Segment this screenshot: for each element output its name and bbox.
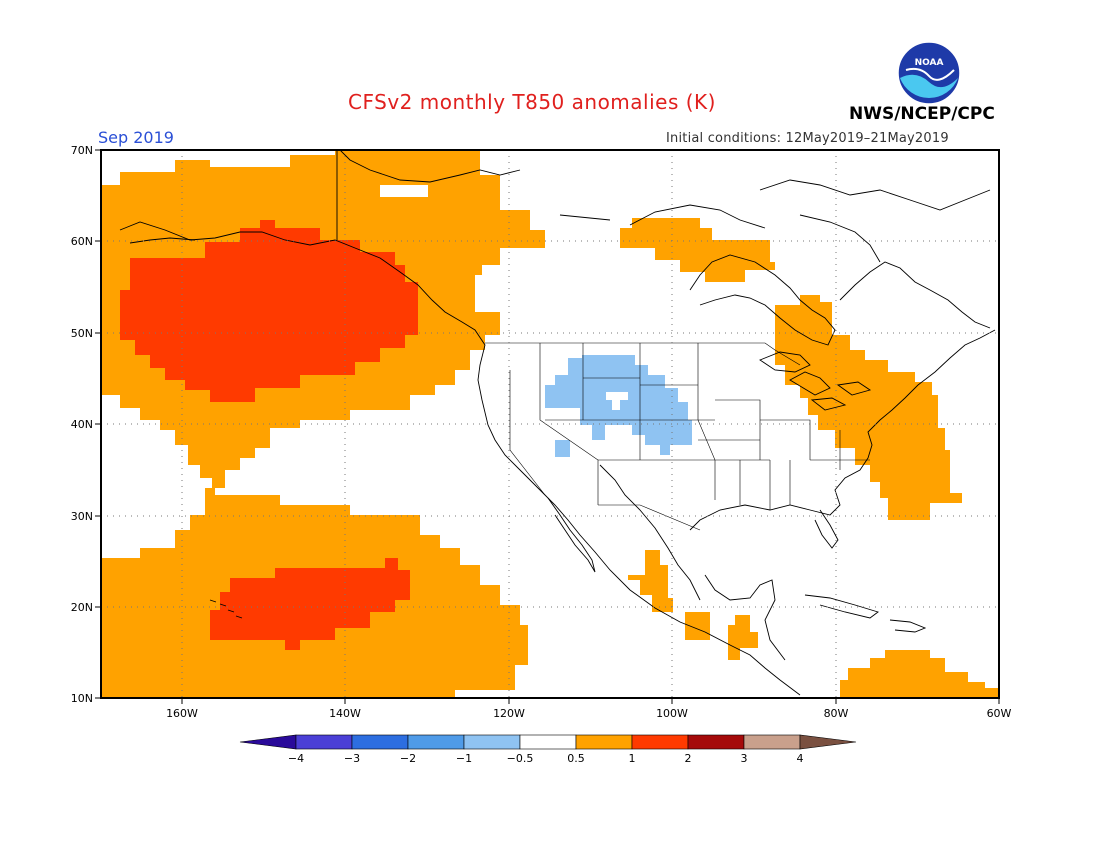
warm-region-eastern-us xyxy=(775,295,962,520)
colorbar: −4 −3 −2 −1 −0.5 0.5 1 2 3 4 xyxy=(239,734,857,765)
strong-warm-core-north-pacific xyxy=(120,220,418,402)
lat-label: 20N xyxy=(71,601,93,614)
colorbar-swatch xyxy=(519,734,577,750)
strong-warm-core-subtropical-pacific xyxy=(210,558,410,650)
lat-label: 70N xyxy=(71,144,93,157)
colorbar-swatch xyxy=(351,734,409,750)
colorbar-label: −1 xyxy=(456,752,472,765)
lat-label: 40N xyxy=(71,418,93,431)
colorbar-swatch xyxy=(743,734,801,750)
colorbar-label: 2 xyxy=(685,752,692,765)
lat-label: 60N xyxy=(71,235,93,248)
colorbar-label: −0.5 xyxy=(507,752,534,765)
initial-conditions: Initial conditions: 12May2019–21May2019 xyxy=(666,131,949,146)
colorbar-label: 3 xyxy=(741,752,748,765)
colorbar-swatch xyxy=(407,734,465,750)
coastlines xyxy=(119,150,996,696)
lon-label: 100W xyxy=(656,707,688,720)
organization-label: NWS/NCEP/CPC xyxy=(849,104,995,124)
warm-patch-oaxaca xyxy=(685,612,710,640)
colorbar-arrow-high xyxy=(799,734,857,750)
valid-month: Sep 2019 xyxy=(98,128,174,147)
anomaly-fields xyxy=(101,150,999,698)
warm-patch-guatemala xyxy=(728,615,758,660)
lon-label: 60W xyxy=(987,707,1012,720)
noaa-logo-icon: NOAA xyxy=(897,41,961,105)
map-title: CFSv2 monthly T850 anomalies (K) xyxy=(348,90,716,114)
colorbar-swatch xyxy=(295,734,353,750)
lat-label: 30N xyxy=(71,510,93,523)
lon-label: 80W xyxy=(824,707,849,720)
lat-label: 10N xyxy=(71,692,93,705)
graticule xyxy=(101,150,999,698)
lat-label: 50N xyxy=(71,327,93,340)
colorbar-swatch xyxy=(463,734,521,750)
lon-label: 120W xyxy=(493,707,525,720)
political-borders xyxy=(485,342,870,531)
logo-text: NOAA xyxy=(915,58,944,68)
colorbar-label: −4 xyxy=(288,752,304,765)
warm-region-mexico xyxy=(628,550,673,612)
colorbar-swatch xyxy=(575,734,633,750)
warm-region-caribbean xyxy=(840,650,999,698)
colorbar-label: 4 xyxy=(797,752,804,765)
warm-region-hudson xyxy=(620,218,775,282)
colorbar-label: −2 xyxy=(400,752,416,765)
colorbar-swatch xyxy=(687,734,745,750)
cool-patch-nevada xyxy=(555,440,570,457)
colorbar-label: −3 xyxy=(344,752,360,765)
axis-ticks xyxy=(95,149,1000,704)
colorbar-swatch xyxy=(631,734,689,750)
colorbar-label: 0.5 xyxy=(567,752,585,765)
lon-label: 160W xyxy=(166,707,198,720)
colorbar-arrow-low xyxy=(239,734,297,750)
lon-label: 140W xyxy=(329,707,361,720)
colorbar-label: 1 xyxy=(629,752,636,765)
